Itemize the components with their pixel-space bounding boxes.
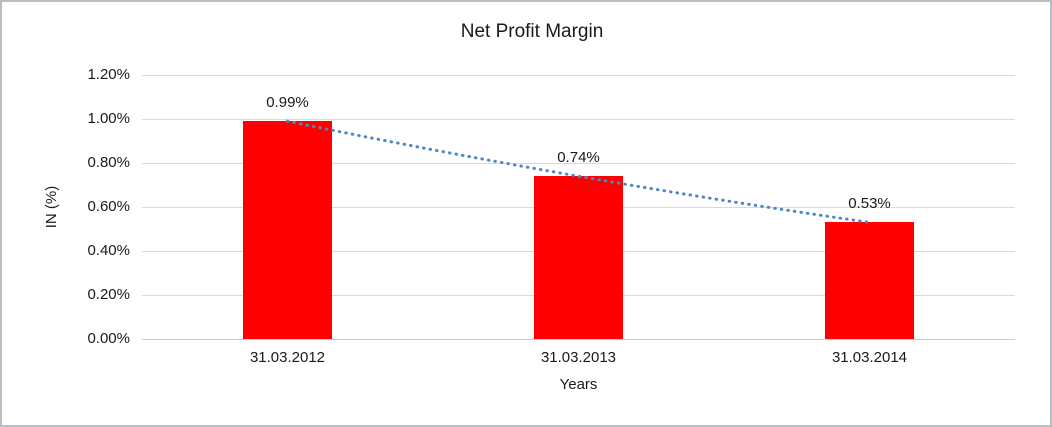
x-tick-label: 31.03.2012 [249,349,326,366]
x-axis-title: Years [559,376,598,393]
y-tick-label: 0.60% [87,198,130,215]
data-label: 0.53% [848,195,891,213]
y-tick-label: 0.40% [87,242,130,259]
y-tick-label: 1.00% [87,110,130,127]
x-tick-label: 31.03.2014 [831,349,908,366]
gridline [142,119,1015,120]
y-tick-label: 1.20% [87,66,130,83]
x-axis-line [142,339,1015,340]
data-label: 0.74% [557,149,600,167]
x-tick-label: 31.03.2013 [540,349,617,366]
bar [825,222,914,339]
gridline [142,75,1015,76]
chart-title: Net Profit Margin [460,21,604,42]
y-tick-label: 0.20% [87,286,130,303]
data-label: 0.99% [266,94,309,112]
bar [243,121,332,339]
bar [534,176,623,339]
y-tick-label: 0.00% [87,330,130,347]
y-tick-label: 0.80% [87,154,130,171]
